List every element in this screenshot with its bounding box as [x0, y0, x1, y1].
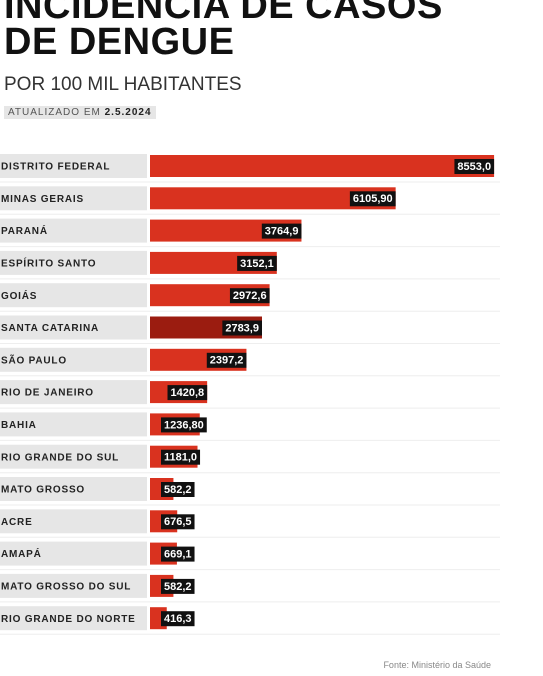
row-label-bg — [0, 444, 147, 469]
value-label: 2783,9 — [225, 322, 259, 334]
value-label: 416,3 — [164, 613, 192, 625]
value-label: 3152,1 — [240, 258, 274, 270]
value-label-bg — [161, 514, 195, 530]
updated-label: ATUALIZADO EM — [8, 107, 101, 118]
chart-title: INCIDÊNCIA DE CASOS DE DENGUE — [4, 0, 443, 63]
value-label-bg — [161, 417, 207, 433]
value-label: 3764,9 — [265, 226, 299, 238]
value-label: 582,2 — [164, 484, 192, 496]
value-label-bg — [161, 578, 195, 594]
y-tick-label: RIO GRANDE DO SUL — [1, 452, 119, 463]
value-label-bg — [349, 191, 396, 207]
value-label-bg — [261, 223, 302, 239]
bar — [150, 187, 396, 210]
value-label-bg — [167, 385, 208, 401]
value-label-bg — [161, 482, 195, 497]
y-tick-label: DISTRITO FEDERAL — [1, 162, 110, 173]
value-label: 8553,0 — [457, 161, 491, 173]
updated-date: 2.5.2024 — [104, 107, 152, 118]
y-tick-label: RIO DE JANEIRO — [1, 388, 94, 399]
row-label-bg — [0, 573, 147, 598]
value-label-bg — [229, 288, 270, 304]
y-tick-label: AMAPÁ — [1, 547, 42, 560]
row-label-bg — [0, 541, 147, 566]
row-label-bg — [0, 477, 147, 501]
value-label: 1420,8 — [171, 387, 205, 399]
y-tick-label: GOIÁS — [1, 289, 37, 302]
value-label: 2397,2 — [210, 355, 244, 367]
bar — [150, 155, 495, 177]
value-label: 582,2 — [164, 581, 192, 593]
chart-subtitle: POR 100 MIL HABITANTES — [4, 74, 242, 95]
y-tick-label: SANTA CATARINA — [1, 323, 99, 334]
value-label: 2972,6 — [233, 290, 267, 302]
row-label-bg — [0, 509, 147, 534]
row-label-bg — [0, 283, 147, 308]
row-label-bg — [0, 380, 147, 405]
value-label-bg — [237, 255, 277, 271]
y-tick-label: ACRE — [1, 517, 33, 528]
row-label-bg — [0, 606, 147, 631]
value-label: 6105,90 — [353, 193, 393, 205]
updated-note: ATUALIZADO EM 2.5.2024 — [4, 106, 156, 119]
y-tick-label: SÃO PAULO — [1, 353, 67, 366]
value-label-bg — [161, 546, 195, 562]
row-label-bg — [0, 154, 147, 178]
value-label: 1236,80 — [164, 419, 204, 431]
value-label: 1181,0 — [164, 452, 197, 464]
y-tick-label: RIO GRANDE DO NORTE — [1, 614, 136, 625]
value-label-bg — [161, 611, 195, 627]
value-label-bg — [222, 320, 262, 336]
y-tick-label: PARANÁ — [1, 224, 48, 237]
chart: DISTRITO FEDERAL 8553,0 MINAS GERAIS 6105,9… — [0, 154, 500, 635]
value-label: 676,5 — [164, 516, 192, 528]
source: Fonte: Ministério da Saúde — [383, 660, 491, 670]
row-label-bg — [0, 218, 147, 243]
row-label-bg — [0, 412, 147, 437]
y-tick-label: MATO GROSSO — [1, 485, 85, 496]
row-label-bg — [0, 347, 147, 372]
row-label-bg — [0, 186, 147, 211]
value-label: 669,1 — [164, 549, 192, 561]
y-tick-label: MINAS GERAIS — [1, 194, 84, 205]
row-label-bg — [0, 315, 147, 340]
y-tick-label: BAHIA — [1, 420, 37, 431]
value-label-bg — [206, 352, 247, 368]
y-tick-label: MATO GROSSO DO SUL — [1, 582, 131, 593]
row-label-bg — [0, 250, 147, 275]
value-label-bg — [161, 449, 201, 465]
y-tick-label: ESPÍRITO SANTO — [1, 257, 96, 270]
value-label-bg — [454, 159, 495, 174]
